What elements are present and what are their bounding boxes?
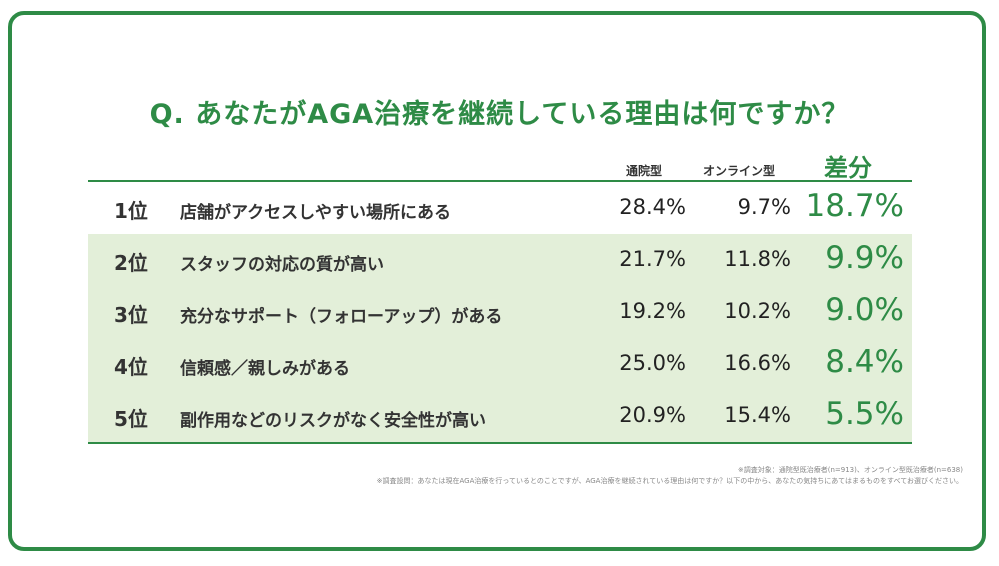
reason-label: 店舗がアクセスしやすい場所にある: [180, 203, 451, 223]
rank-label: 5位: [114, 407, 148, 431]
online-value: 10.2%: [724, 299, 791, 323]
clinic-value: 19.2%: [619, 299, 686, 323]
diff-value: 5.5%: [825, 396, 904, 432]
online-value: 16.6%: [724, 351, 791, 375]
diff-value: 8.4%: [825, 344, 904, 380]
rank-label: 4位: [114, 355, 148, 379]
rank-label: 1位: [114, 199, 148, 223]
header-diff: 差分: [824, 154, 872, 182]
header-online: オンライン型: [703, 164, 776, 178]
table-row: 5位 副作用などのリスクがなく安全性が高い 20.9% 15.4% 5.5%: [88, 390, 912, 442]
clinic-value: 21.7%: [619, 247, 686, 271]
online-value: 11.8%: [724, 247, 791, 271]
online-value: 15.4%: [724, 403, 791, 427]
diff-value: 9.9%: [825, 240, 904, 276]
reason-label: 信頼感／親しみがある: [180, 359, 350, 379]
survey-target-note: ※調査対象：通院型既治療者(n=913)、オンライン型既治療者(n=638): [737, 466, 963, 474]
online-value: 9.7%: [737, 195, 791, 219]
header-clinic: 通院型: [626, 164, 663, 178]
rank-label: 3位: [114, 303, 148, 327]
clinic-value: 20.9%: [619, 403, 686, 427]
clinic-value: 28.4%: [619, 195, 686, 219]
survey-question-note: ※調査設問：あなたは現在AGA治療を行っているとのことですが、AGA治療を継続さ…: [376, 477, 963, 485]
diff-value: 9.0%: [825, 292, 904, 328]
table-bottom-rule: [88, 442, 912, 444]
rank-label: 2位: [114, 251, 148, 275]
reason-label: 充分なサポート（フォローアップ）がある: [180, 307, 503, 327]
clinic-value: 25.0%: [619, 351, 686, 375]
table-row: 1位 店舗がアクセスしやすい場所にある 28.4% 9.7% 18.7%: [88, 182, 912, 234]
reason-label: 副作用などのリスクがなく安全性が高い: [180, 411, 486, 431]
table-row: 4位 信頼感／親しみがある 25.0% 16.6% 8.4%: [88, 338, 912, 390]
reason-label: スタッフの対応の質が高い: [180, 255, 384, 275]
chart-title: Q. あなたがAGA治療を継続している理由は何ですか？: [149, 99, 850, 130]
table-row: 3位 充分なサポート（フォローアップ）がある 19.2% 10.2% 9.0%: [88, 286, 912, 338]
table-top-rule: [88, 180, 912, 182]
table-row: 2位 スタッフの対応の質が高い 21.7% 11.8% 9.9%: [88, 234, 912, 286]
diff-value: 18.7%: [805, 188, 904, 224]
